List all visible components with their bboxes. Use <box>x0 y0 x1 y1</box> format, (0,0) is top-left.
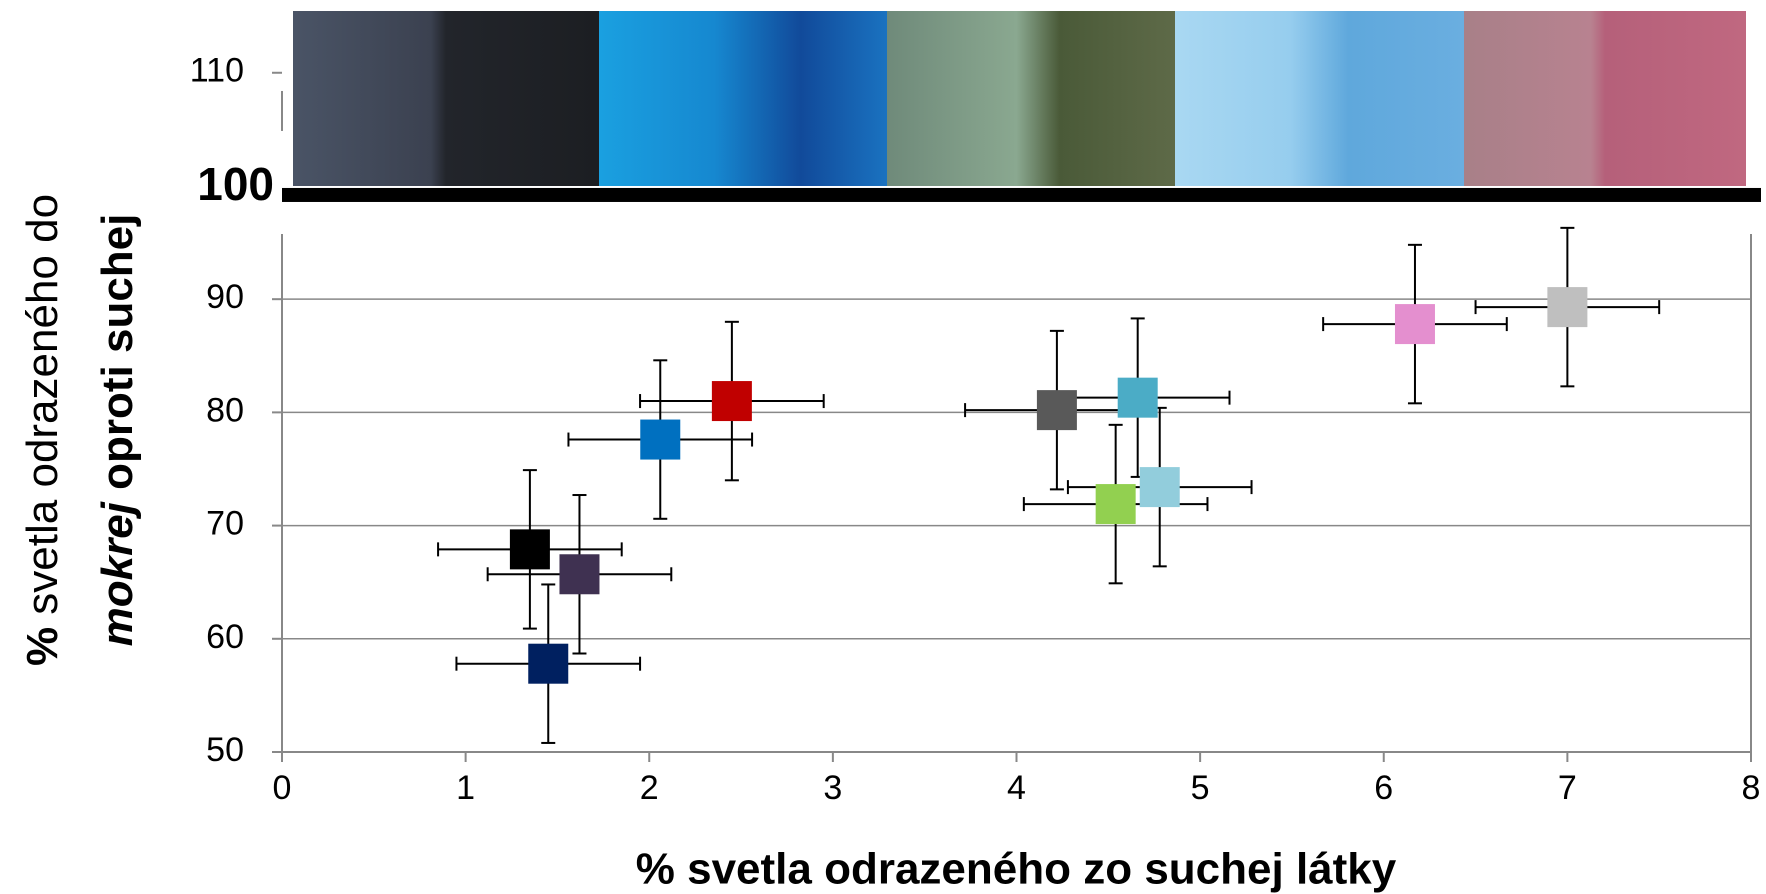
x-axis-title: % svetla odrazeného zo suchej látky <box>636 845 1397 894</box>
y-tick-label: 50 <box>206 731 244 769</box>
point <box>1036 390 1077 431</box>
y-tick-label: 100 <box>197 158 274 210</box>
y-tick-label: 70 <box>206 505 244 543</box>
axis-break <box>282 187 1761 202</box>
y-tick-label: 60 <box>206 618 244 656</box>
point <box>1117 377 1158 418</box>
fabric-photos <box>293 11 1746 186</box>
y-title-run: % <box>18 627 67 666</box>
x-tick-label: 3 <box>823 769 842 807</box>
y-title-run: svetla odrazeného do <box>18 194 67 627</box>
x-tick-label: 1 <box>456 769 475 807</box>
photo <box>887 11 1175 186</box>
point <box>509 529 550 570</box>
point <box>1394 304 1435 345</box>
photo <box>1175 11 1464 186</box>
point <box>640 419 681 460</box>
photo <box>599 11 887 186</box>
photo <box>1464 11 1746 186</box>
point <box>711 381 752 422</box>
x-tick-label: 7 <box>1558 769 1577 807</box>
x-tick-label: 0 <box>273 769 292 807</box>
x-tick-label: 8 <box>1742 769 1761 807</box>
y-tick-label: 110 <box>190 52 244 90</box>
y-axis-title: % svetla odrazeného do <box>18 194 67 666</box>
y-tick-label: 80 <box>206 391 244 429</box>
y-axis-title: mokrej oproti suchej <box>93 214 142 647</box>
point <box>1547 287 1588 328</box>
photo <box>293 11 599 186</box>
point <box>1095 484 1136 525</box>
x-tick-label: 4 <box>1007 769 1026 807</box>
x-tick-label: 6 <box>1374 769 1393 807</box>
y-title-run: oproti suchej <box>93 214 142 502</box>
x-tick-label: 5 <box>1191 769 1210 807</box>
point <box>1139 467 1180 508</box>
x-tick-label: 2 <box>640 769 659 807</box>
y-tick-label: 90 <box>206 278 244 316</box>
point <box>559 554 600 595</box>
y-title-run: mokrej <box>93 501 142 646</box>
point <box>528 643 569 684</box>
